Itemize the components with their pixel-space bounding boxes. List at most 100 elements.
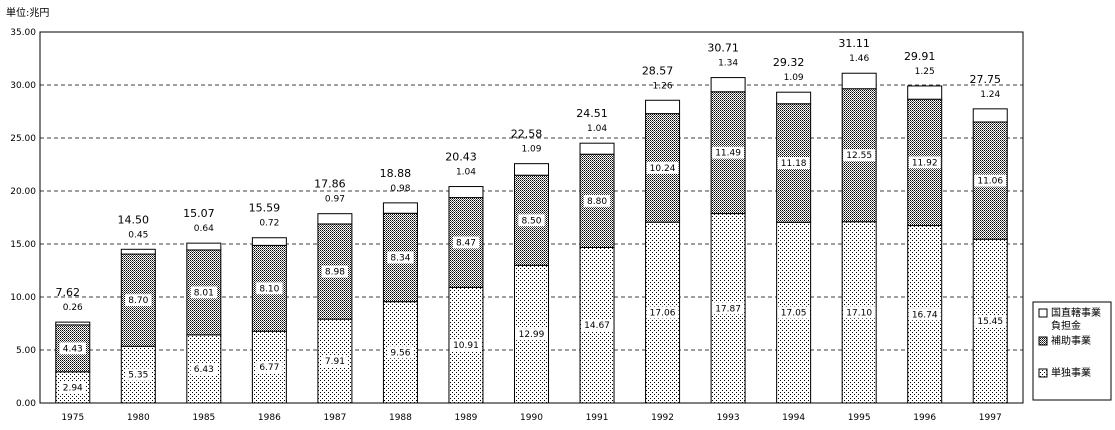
x-tick-label: 1997 bbox=[979, 413, 1002, 423]
legend-swatch bbox=[1038, 368, 1048, 378]
data-label: 17.87 bbox=[715, 304, 741, 314]
data-label: 8.34 bbox=[390, 253, 410, 263]
data-label: 11.49 bbox=[715, 149, 741, 159]
x-tick-label: 1995 bbox=[848, 413, 871, 423]
data-label-background bbox=[59, 342, 86, 355]
data-label: 2.94 bbox=[63, 383, 83, 393]
total-label: 7.62 bbox=[56, 286, 81, 299]
legend-label: 単独事業 bbox=[1051, 366, 1091, 379]
data-label-background bbox=[974, 315, 1007, 328]
data-label-background bbox=[452, 236, 480, 249]
bar-segment bbox=[907, 85, 943, 100]
data-label: 0.26 bbox=[63, 303, 83, 313]
data-label: 1.24 bbox=[980, 90, 1000, 100]
data-labels: 2.94 4.43 0.26 7.62 5.35 8.70 0.45 14.50 6.43 8.0… bbox=[56, 37, 1007, 394]
data-label-background bbox=[387, 251, 414, 264]
data-label-background bbox=[125, 294, 152, 307]
y-tick-label: 10.00 bbox=[10, 293, 36, 303]
data-label: 0.45 bbox=[128, 230, 148, 240]
data-label: 0.97 bbox=[325, 195, 345, 205]
data-label-background bbox=[908, 156, 941, 169]
total-label: 22.58 bbox=[511, 128, 543, 141]
total-label: 27.75 bbox=[969, 73, 1001, 86]
y-tick-label: 20.00 bbox=[10, 187, 36, 197]
bars bbox=[55, 72, 1008, 404]
data-label: 12.99 bbox=[519, 330, 545, 340]
y-tick-label: 35.00 bbox=[10, 28, 36, 38]
bar-segment bbox=[448, 186, 484, 199]
data-label-background bbox=[777, 306, 810, 319]
data-label: 17.05 bbox=[781, 309, 807, 319]
total-label: 15.07 bbox=[183, 207, 215, 220]
data-label: 7.91 bbox=[325, 357, 345, 367]
data-label: 8.80 bbox=[587, 197, 607, 207]
total-label: 28.57 bbox=[642, 64, 674, 77]
bar-segment bbox=[55, 321, 91, 326]
data-label-background bbox=[321, 265, 349, 278]
total-label: 24.51 bbox=[576, 107, 608, 120]
legend-label: 国直轄事業 bbox=[1051, 306, 1101, 319]
bar-segment bbox=[251, 237, 287, 246]
data-label: 12.55 bbox=[846, 151, 872, 161]
legend-label: 負担金 bbox=[1051, 319, 1081, 332]
data-label: 8.70 bbox=[128, 296, 148, 306]
data-label: 11.92 bbox=[912, 158, 938, 168]
data-label: 1.04 bbox=[456, 168, 476, 178]
data-label-background bbox=[581, 319, 614, 332]
x-tick-label: 1991 bbox=[586, 413, 609, 423]
data-label: 8.50 bbox=[521, 216, 541, 226]
total-label: 31.11 bbox=[838, 37, 870, 50]
data-label: 0.64 bbox=[194, 224, 214, 234]
data-label: 1.34 bbox=[718, 59, 738, 69]
data-label: 15.45 bbox=[977, 317, 1003, 327]
data-label: 8.47 bbox=[456, 238, 476, 248]
data-label: 1.46 bbox=[849, 54, 869, 64]
data-label-background bbox=[908, 308, 941, 321]
bar-segment bbox=[382, 202, 418, 214]
data-label: 8.01 bbox=[194, 288, 214, 298]
data-label: 1.09 bbox=[784, 73, 804, 83]
data-label-background bbox=[777, 157, 810, 170]
y-tick-label: 25.00 bbox=[10, 134, 36, 144]
legend-label: 補助事業 bbox=[1051, 334, 1091, 347]
data-label: 1.26 bbox=[653, 81, 673, 91]
bar-segment bbox=[120, 248, 156, 255]
bar-segment bbox=[710, 77, 746, 93]
data-label: 17.10 bbox=[846, 308, 872, 318]
y-tick-label: 15.00 bbox=[10, 240, 36, 250]
y-tick-label: 0.00 bbox=[16, 399, 36, 409]
data-label: 11.06 bbox=[977, 177, 1003, 187]
total-label: 30.71 bbox=[707, 42, 739, 55]
x-tick-label: 1975 bbox=[61, 413, 84, 423]
bar-segment bbox=[186, 242, 222, 251]
data-label-background bbox=[387, 346, 414, 359]
data-label: 5.35 bbox=[128, 371, 148, 381]
data-label: 0.72 bbox=[259, 219, 279, 229]
data-label: 0.98 bbox=[390, 184, 410, 194]
data-label: 1.25 bbox=[915, 67, 935, 77]
total-label: 17.86 bbox=[314, 178, 346, 191]
data-label-background bbox=[190, 362, 218, 375]
data-label-background bbox=[125, 368, 152, 381]
x-tick-label: 1985 bbox=[192, 413, 215, 423]
data-label: 10.24 bbox=[650, 164, 676, 174]
total-label: 20.43 bbox=[445, 151, 477, 164]
x-tick-label: 1988 bbox=[389, 413, 412, 423]
data-label-background bbox=[449, 339, 482, 352]
data-label-background bbox=[583, 194, 611, 207]
bar-segment bbox=[776, 91, 812, 105]
unit-label: 単位:兆円 bbox=[6, 8, 50, 19]
data-label: 6.77 bbox=[259, 363, 279, 373]
y-tick-label: 5.00 bbox=[16, 346, 36, 356]
data-label-background bbox=[712, 302, 745, 315]
data-label-background bbox=[518, 214, 545, 227]
x-tick-label: 1992 bbox=[651, 413, 674, 423]
bar-segment bbox=[972, 108, 1008, 123]
total-label: 14.50 bbox=[118, 213, 150, 226]
data-label-background bbox=[646, 306, 679, 319]
total-label: 18.88 bbox=[380, 167, 412, 180]
data-label-background bbox=[712, 146, 745, 159]
data-label: 14.67 bbox=[584, 321, 610, 331]
x-tick-label: 1986 bbox=[258, 413, 281, 423]
